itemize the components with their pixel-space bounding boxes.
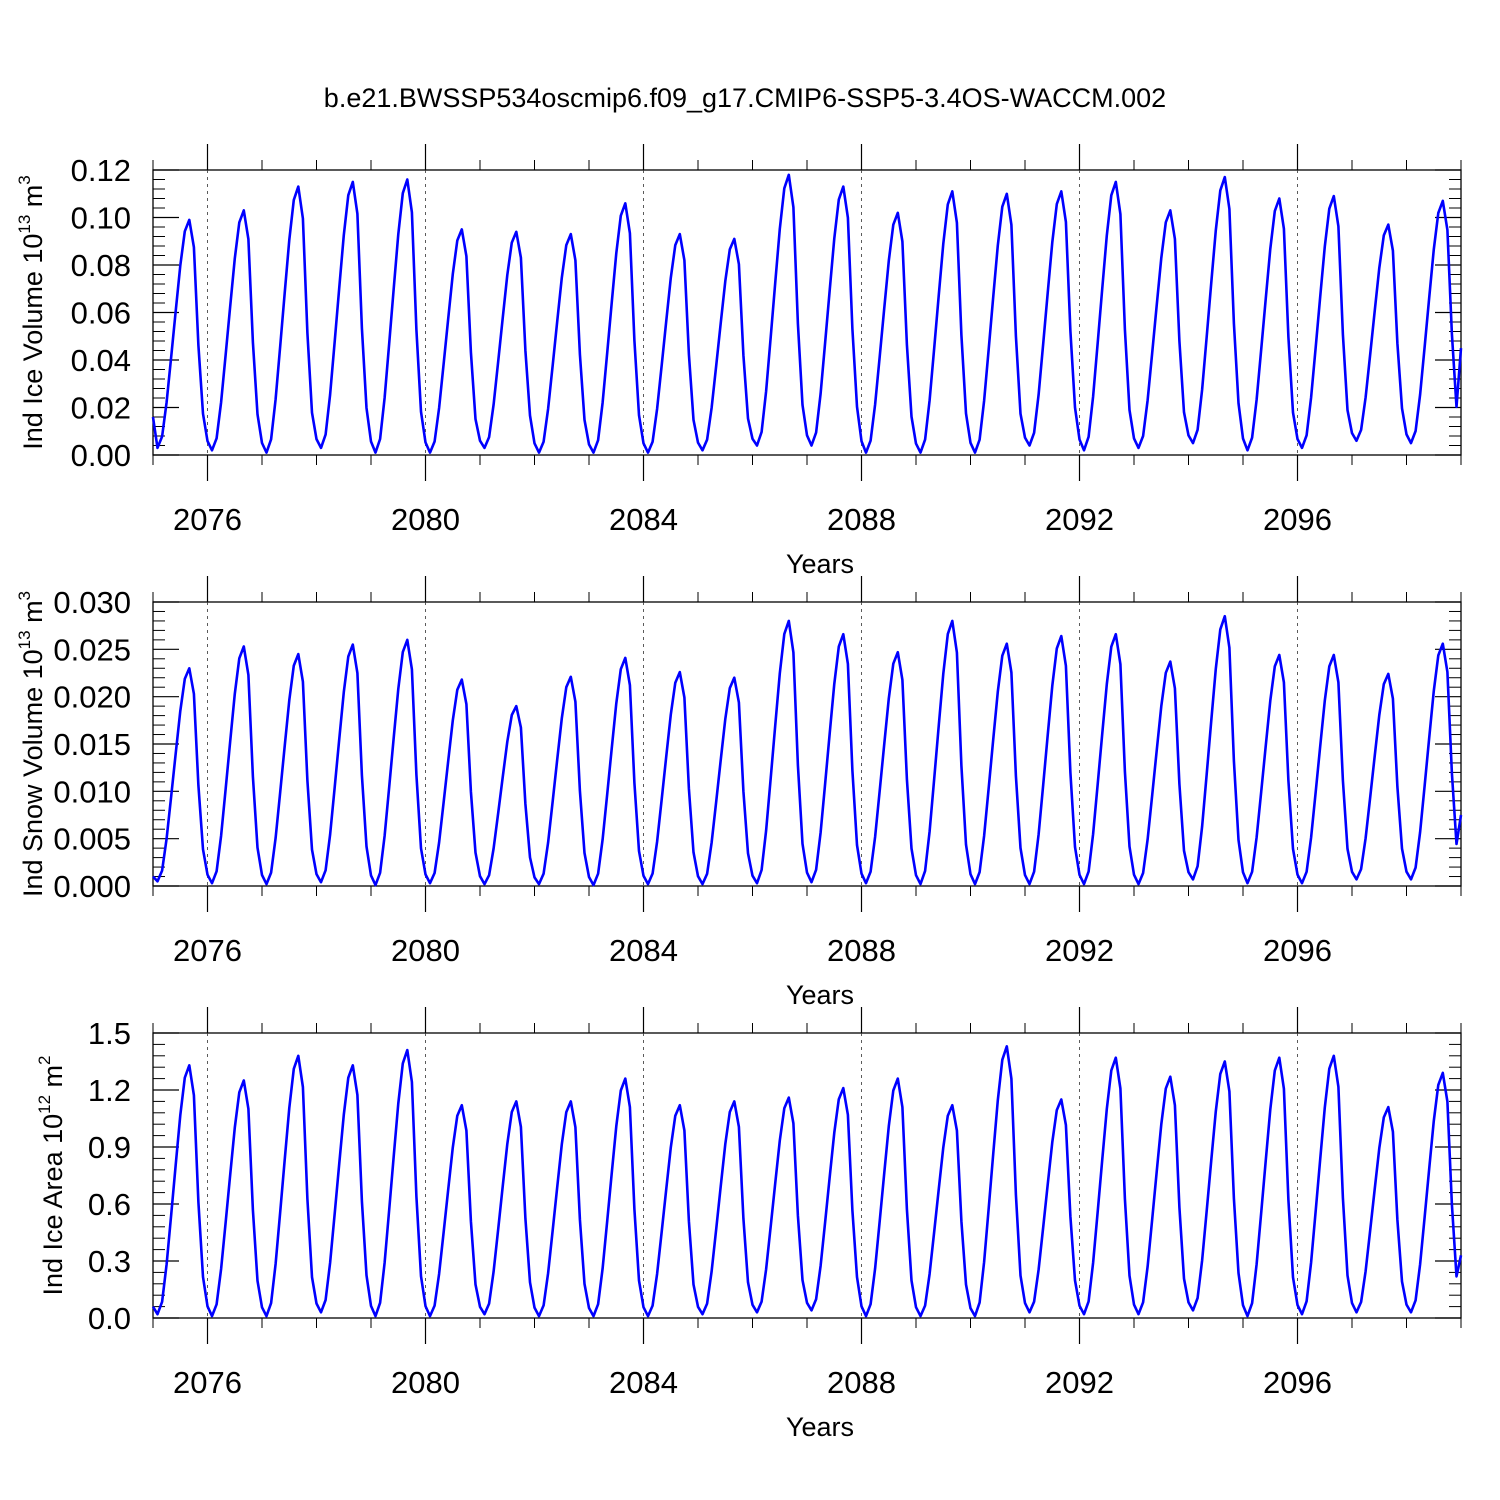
y-tick-label: 0.06 <box>71 296 131 331</box>
y-label-exponent: 13 <box>15 215 34 234</box>
x-tick-label: 2096 <box>1263 1365 1332 1400</box>
y-label-unit: m <box>18 185 48 215</box>
y-tick-label: 0.030 <box>53 585 131 620</box>
y-tick-label: 0.02 <box>71 391 131 426</box>
panel-1: 2076 2080 2084 2088 2092 2096 0.00 0.02 0.04 0.06… <box>15 144 1463 579</box>
y-tick-label: 0.020 <box>53 680 131 715</box>
y-tick-label: 0.3 <box>88 1244 131 1279</box>
y-label-unit-exponent: 3 <box>15 591 34 600</box>
y-label-unit-exponent: 2 <box>35 1055 54 1064</box>
x-tick-label: 2084 <box>609 502 678 537</box>
x-tick-label: 2080 <box>391 933 460 968</box>
y-tick-label: 0.9 <box>88 1130 131 1165</box>
y-label-text: Ind Ice Volume 10 <box>18 234 48 450</box>
y-label-unit: m <box>38 1065 68 1095</box>
x-tick-label: 2088 <box>827 1365 896 1400</box>
x-tick-label: 2088 <box>827 933 896 968</box>
y-tick-label: 0.015 <box>53 727 131 762</box>
y-tick-label: 0.000 <box>53 869 131 904</box>
y-tick-label: 0.0 <box>88 1301 131 1336</box>
y-axis-label: Ind Ice Area 1012 m2 <box>35 1055 68 1295</box>
figure-title: b.e21.BWSSP534oscmip6.f09_g17.CMIP6-SSP5… <box>324 83 1166 113</box>
panel-2: 2076 2080 2084 2088 2092 2096 0.000 0.005 0.010 0… <box>15 576 1463 1010</box>
series-line <box>152 614 1463 887</box>
y-tick-label: 1.2 <box>88 1073 131 1108</box>
x-tick-label: 2092 <box>1045 1365 1114 1400</box>
y-tick-label: 0.08 <box>71 248 131 283</box>
x-tick-label: 2084 <box>609 1365 678 1400</box>
y-tick-label: 1.5 <box>88 1016 131 1051</box>
y-tick-label: 0.12 <box>71 153 131 188</box>
y-tick-label: 0.005 <box>53 822 131 857</box>
y-label-unit-exponent: 3 <box>15 175 34 184</box>
x-tick-label: 2076 <box>173 933 242 968</box>
y-tick-label: 0.6 <box>88 1187 131 1222</box>
x-tick-label: 2088 <box>827 502 896 537</box>
x-tick-label: 2092 <box>1045 933 1114 968</box>
y-label-exponent: 12 <box>35 1095 54 1114</box>
x-tick-label: 2080 <box>391 502 460 537</box>
x-tick-label: 2080 <box>391 1365 460 1400</box>
y-tick-label: 0.10 <box>71 201 131 236</box>
x-tick-label: 2096 <box>1263 933 1332 968</box>
x-tick-label: 2092 <box>1045 502 1114 537</box>
series-line <box>151 173 1463 454</box>
x-axis-label: Years <box>786 1412 854 1442</box>
x-tick-label: 2076 <box>173 502 242 537</box>
panel-3: 2076 2080 2084 2088 2092 2096 0.0 0.3 0.6 0.9 1.2 1… <box>35 1007 1463 1442</box>
series-line <box>151 1045 1463 1318</box>
y-tick-label: 0.025 <box>53 632 131 667</box>
x-tick-label: 2096 <box>1263 502 1332 537</box>
y-label-exponent: 13 <box>15 630 34 649</box>
y-axis-label: Ind Ice Volume 1013 m3 <box>15 175 48 450</box>
y-label-unit: m <box>18 600 48 630</box>
x-tick-label: 2084 <box>609 933 678 968</box>
y-tick-label: 0.00 <box>71 438 131 473</box>
x-axis-label: Years <box>786 549 854 579</box>
y-label-text: Ind Snow Volume 10 <box>18 649 48 897</box>
y-tick-label: 0.010 <box>53 774 131 809</box>
panels: 2076 2080 2084 2088 2092 20960.000.020.040.06… <box>15 144 1463 1442</box>
y-axis-label: Ind Snow Volume 1013 m3 <box>15 591 48 897</box>
y-tick-label: 0.04 <box>71 343 131 378</box>
y-label-text: Ind Ice Area 10 <box>38 1114 68 1296</box>
x-tick-label: 2076 <box>173 1365 242 1400</box>
x-axis-label: Years <box>786 980 854 1010</box>
